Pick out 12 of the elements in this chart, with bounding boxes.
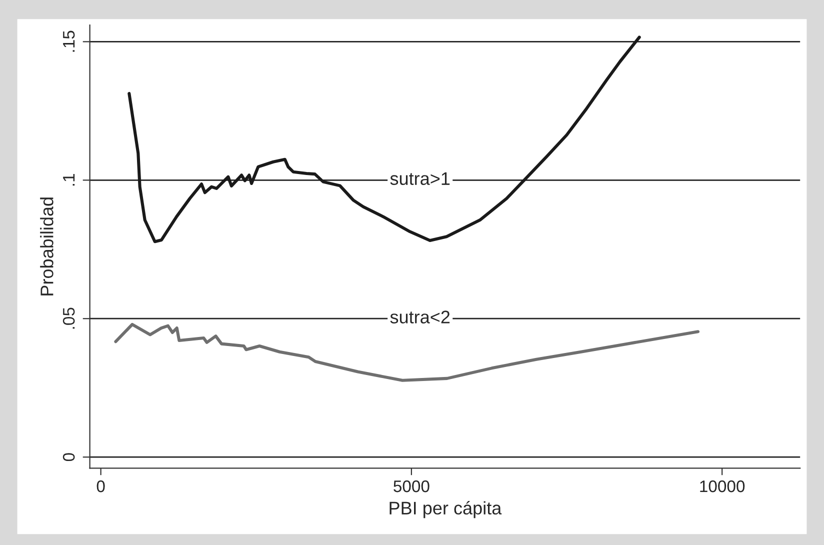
x-tick-label: 10000 [700,480,745,492]
y-axis-title: Probabilidad [40,198,54,296]
line-series [114,322,700,382]
ref-line-label: sutra>1 [390,172,450,185]
ref-line-label: sutra<2 [390,310,450,324]
x-axis-title: PBI per cápita [390,501,502,518]
x-tick-label: 5000 [394,480,430,492]
y-tick-label: 0 [62,453,75,462]
y-tick-label: .15 [63,30,75,52]
y-tick-label: .05 [62,308,75,329]
y-tick-label: .1 [63,174,75,186]
x-tick-label: 0 [96,480,105,492]
